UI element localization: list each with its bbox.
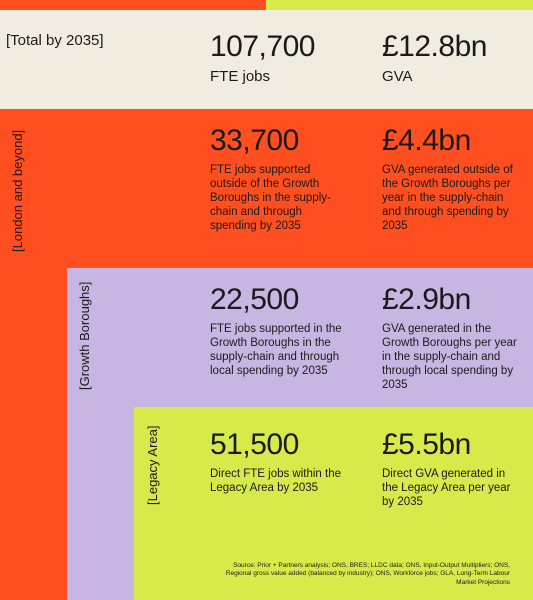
growth-jobs-desc: FTE jobs supported in the Growth Borough… [210, 323, 342, 378]
legacy-jobs-value: 51,500 [210, 428, 299, 461]
legacy-jobs-desc: Direct FTE jobs within the Legacy Area b… [210, 468, 342, 495]
total-section: [Total by 2035] 107,700 FTE jobs £12.8bn… [0, 10, 533, 109]
total-jobs-unit: FTE jobs [210, 68, 271, 85]
top-bar-lime [266, 0, 533, 10]
growth-gva-desc: GVA generated in the Growth Boroughs per… [382, 323, 517, 392]
london-jobs-value: 33,700 [210, 124, 299, 157]
london-gva-desc: GVA generated outside of the Growth Boro… [382, 164, 513, 233]
legacy-section [134, 407, 533, 600]
legacy-gva-value: £5.5bn [382, 428, 471, 461]
london-gva-value: £4.4bn [382, 124, 471, 157]
total-gva-unit: GVA [382, 68, 413, 85]
legacy-label: [Legacy Area] [145, 425, 160, 506]
total-label: [Total by 2035] [6, 32, 104, 49]
london-jobs-desc: FTE jobs supported outside of the Growth… [210, 164, 331, 233]
legacy-gva-desc: Direct GVA generated in the Legacy Area … [382, 468, 511, 509]
total-jobs-value: 107,700 [210, 30, 315, 63]
total-gva-value: £12.8bn [382, 30, 487, 63]
growth-gva-value: £2.9bn [382, 283, 471, 316]
top-bar-orange [0, 0, 266, 10]
growth-label: [Growth Boroughs] [77, 281, 92, 390]
source-note: Source: Prior + Partners analysis; ONS, … [225, 562, 510, 586]
london-label: [London and beyond] [10, 129, 25, 252]
growth-jobs-value: 22,500 [210, 283, 299, 316]
